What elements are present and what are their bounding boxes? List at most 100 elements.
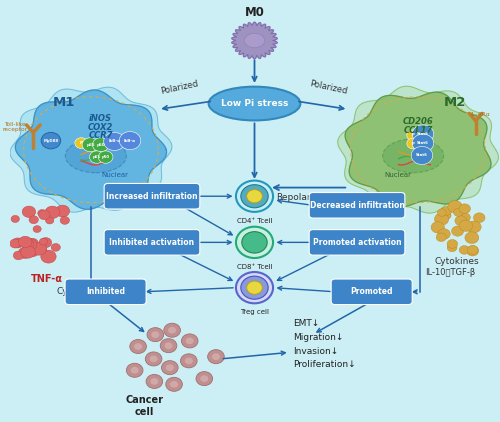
- Text: CD8⁺ Tcell: CD8⁺ Tcell: [236, 264, 272, 270]
- Text: Decreased infiltration: Decreased infiltration: [310, 201, 404, 210]
- Text: IL-10、TGF-β: IL-10、TGF-β: [424, 268, 475, 277]
- Circle shape: [460, 213, 470, 222]
- Circle shape: [467, 221, 481, 233]
- Circle shape: [459, 204, 470, 214]
- Circle shape: [38, 246, 46, 254]
- Text: Cancer
cell: Cancer cell: [126, 395, 164, 417]
- Text: Inhibited: Inhibited: [86, 287, 125, 296]
- Circle shape: [236, 181, 273, 212]
- Polygon shape: [345, 92, 491, 207]
- Circle shape: [474, 213, 485, 222]
- Circle shape: [447, 243, 457, 252]
- Circle shape: [32, 242, 46, 255]
- Circle shape: [465, 232, 479, 243]
- Text: p65: p65: [93, 155, 101, 159]
- Ellipse shape: [208, 87, 300, 120]
- Circle shape: [134, 343, 142, 350]
- Circle shape: [14, 251, 24, 260]
- Circle shape: [26, 238, 38, 249]
- Circle shape: [166, 377, 182, 391]
- Text: Promoted activation: Promoted activation: [312, 238, 402, 247]
- Text: Cytokines: Cytokines: [435, 257, 480, 266]
- Circle shape: [20, 246, 36, 258]
- Circle shape: [130, 340, 146, 354]
- Text: Stat6: Stat6: [417, 132, 429, 136]
- Circle shape: [241, 276, 268, 299]
- FancyBboxPatch shape: [104, 230, 200, 255]
- Circle shape: [120, 132, 141, 150]
- Circle shape: [126, 363, 143, 377]
- FancyBboxPatch shape: [309, 230, 405, 255]
- Circle shape: [147, 327, 164, 342]
- Text: M0: M0: [244, 6, 264, 19]
- Circle shape: [150, 378, 159, 385]
- Circle shape: [434, 213, 449, 225]
- Circle shape: [151, 331, 160, 338]
- Text: Polarized: Polarized: [308, 79, 348, 96]
- Text: P: P: [412, 133, 414, 137]
- Text: Treg cell: Treg cell: [240, 309, 269, 315]
- Polygon shape: [16, 90, 167, 209]
- Circle shape: [22, 239, 34, 249]
- Circle shape: [38, 210, 46, 217]
- Circle shape: [411, 146, 432, 165]
- Circle shape: [468, 245, 478, 254]
- Circle shape: [82, 138, 99, 152]
- Text: P: P: [80, 141, 82, 145]
- Circle shape: [186, 337, 194, 345]
- Circle shape: [164, 323, 180, 337]
- Circle shape: [196, 372, 212, 386]
- Text: p50: p50: [96, 143, 105, 147]
- Circle shape: [11, 215, 20, 222]
- Text: P: P: [412, 141, 414, 146]
- Circle shape: [18, 236, 32, 248]
- Circle shape: [41, 250, 56, 263]
- Circle shape: [438, 209, 446, 216]
- Circle shape: [41, 133, 60, 149]
- Circle shape: [98, 151, 113, 163]
- Circle shape: [45, 206, 60, 219]
- Circle shape: [455, 216, 467, 226]
- Circle shape: [241, 185, 268, 208]
- Circle shape: [448, 200, 462, 213]
- FancyBboxPatch shape: [309, 192, 405, 218]
- Circle shape: [236, 227, 273, 258]
- Polygon shape: [10, 87, 172, 212]
- Text: p50: p50: [102, 155, 110, 159]
- Text: Toll-like
receptor: Toll-like receptor: [2, 122, 28, 133]
- Circle shape: [436, 233, 446, 241]
- Circle shape: [12, 238, 24, 248]
- Text: Stat6: Stat6: [417, 141, 429, 145]
- Text: IL-4Rα: IL-4Rα: [470, 112, 490, 117]
- Circle shape: [452, 226, 464, 236]
- Circle shape: [442, 207, 452, 215]
- Circle shape: [412, 134, 434, 152]
- Circle shape: [180, 354, 197, 368]
- Circle shape: [431, 222, 444, 233]
- Circle shape: [212, 353, 220, 360]
- Text: COX2: COX2: [88, 122, 114, 132]
- Text: Inhibited activation: Inhibited activation: [110, 238, 194, 247]
- Circle shape: [40, 238, 48, 245]
- Text: CD206: CD206: [402, 117, 434, 126]
- Circle shape: [90, 151, 104, 163]
- Circle shape: [22, 206, 36, 217]
- Polygon shape: [338, 86, 498, 213]
- Circle shape: [164, 342, 173, 349]
- Text: CD4⁺ Tcell: CD4⁺ Tcell: [237, 218, 272, 224]
- Ellipse shape: [244, 33, 265, 48]
- Text: TNF-α: TNF-α: [31, 274, 63, 284]
- Text: MyD88: MyD88: [44, 138, 59, 143]
- Text: p65: p65: [86, 143, 95, 147]
- Circle shape: [38, 246, 46, 253]
- FancyBboxPatch shape: [331, 279, 412, 305]
- Ellipse shape: [382, 139, 444, 173]
- Circle shape: [460, 220, 472, 231]
- FancyBboxPatch shape: [104, 184, 200, 209]
- Circle shape: [40, 238, 52, 248]
- Circle shape: [130, 367, 139, 374]
- Circle shape: [33, 226, 41, 233]
- Text: Repolarized: Repolarized: [276, 193, 329, 202]
- Text: Low Pi stress: Low Pi stress: [221, 99, 288, 108]
- Circle shape: [29, 216, 38, 224]
